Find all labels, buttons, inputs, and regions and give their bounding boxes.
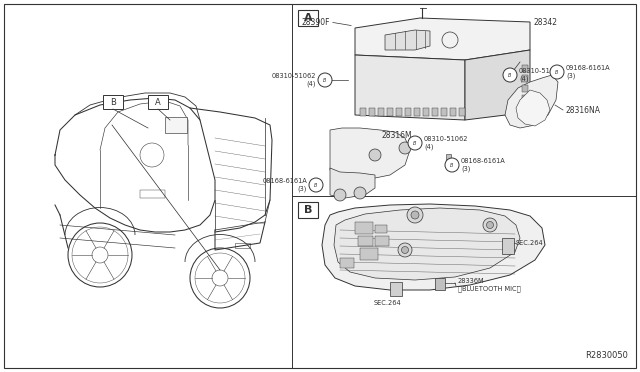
Text: R2830050: R2830050 bbox=[585, 351, 628, 360]
Bar bbox=[360, 108, 366, 116]
Bar bbox=[375, 225, 387, 233]
Text: B: B bbox=[451, 163, 454, 167]
Bar bbox=[522, 105, 528, 112]
Bar bbox=[375, 236, 389, 246]
Polygon shape bbox=[322, 204, 545, 290]
Polygon shape bbox=[355, 18, 530, 60]
Circle shape bbox=[398, 243, 412, 257]
Bar bbox=[148, 95, 168, 109]
Circle shape bbox=[334, 189, 346, 201]
Circle shape bbox=[354, 187, 366, 199]
Circle shape bbox=[445, 158, 459, 172]
Polygon shape bbox=[516, 90, 550, 126]
Circle shape bbox=[309, 178, 323, 192]
Text: 08310-51062
(4): 08310-51062 (4) bbox=[424, 136, 468, 150]
Text: 28342: 28342 bbox=[534, 17, 558, 26]
Bar bbox=[355, 222, 373, 234]
Text: B: B bbox=[413, 141, 417, 145]
Text: B: B bbox=[556, 70, 559, 74]
Bar bbox=[378, 108, 384, 116]
Bar bbox=[435, 278, 445, 290]
Circle shape bbox=[399, 142, 411, 154]
Polygon shape bbox=[355, 55, 465, 120]
Text: B: B bbox=[304, 205, 312, 215]
Polygon shape bbox=[330, 128, 410, 178]
Text: A: A bbox=[155, 97, 161, 106]
Polygon shape bbox=[505, 75, 558, 128]
Bar bbox=[423, 108, 429, 116]
Bar bbox=[140, 190, 165, 198]
Polygon shape bbox=[334, 208, 520, 280]
Text: 28336M
〈BLUETOOTH MIC〉: 28336M 〈BLUETOOTH MIC〉 bbox=[458, 278, 520, 292]
Text: B: B bbox=[314, 183, 317, 187]
Bar bbox=[432, 108, 438, 116]
Text: B: B bbox=[110, 97, 116, 106]
Circle shape bbox=[550, 65, 564, 79]
Circle shape bbox=[503, 68, 517, 82]
Bar bbox=[235, 243, 250, 248]
Polygon shape bbox=[330, 168, 375, 198]
Text: A: A bbox=[304, 13, 312, 23]
Text: 28316NA: 28316NA bbox=[565, 106, 600, 115]
Text: SEC.264: SEC.264 bbox=[516, 240, 544, 246]
Bar bbox=[522, 75, 528, 82]
Bar bbox=[387, 108, 393, 116]
Text: B: B bbox=[323, 77, 326, 83]
Circle shape bbox=[407, 207, 423, 223]
Bar bbox=[298, 202, 318, 218]
Bar bbox=[358, 236, 373, 246]
Bar bbox=[459, 108, 465, 116]
Bar bbox=[405, 108, 411, 116]
Circle shape bbox=[369, 149, 381, 161]
Bar bbox=[360, 248, 378, 260]
Bar bbox=[165, 117, 187, 133]
Text: SEC.264: SEC.264 bbox=[374, 300, 402, 306]
Bar bbox=[396, 108, 402, 116]
Polygon shape bbox=[465, 50, 530, 120]
Circle shape bbox=[318, 73, 332, 87]
Bar bbox=[414, 108, 420, 116]
Bar bbox=[298, 10, 318, 26]
Circle shape bbox=[408, 136, 422, 150]
Text: 08310-51062
(4): 08310-51062 (4) bbox=[519, 68, 563, 82]
Bar bbox=[390, 282, 402, 296]
Bar bbox=[446, 154, 451, 164]
Text: 28316M: 28316M bbox=[382, 131, 413, 140]
Bar bbox=[522, 95, 528, 102]
Circle shape bbox=[411, 211, 419, 219]
Bar bbox=[522, 85, 528, 92]
Bar bbox=[522, 65, 528, 72]
Circle shape bbox=[486, 221, 493, 228]
Text: 08168-6161A
(3): 08168-6161A (3) bbox=[262, 178, 307, 192]
Bar bbox=[450, 108, 456, 116]
Bar bbox=[340, 258, 354, 268]
Circle shape bbox=[483, 218, 497, 232]
Polygon shape bbox=[385, 30, 430, 50]
Bar bbox=[502, 238, 514, 254]
Bar bbox=[103, 95, 123, 109]
Circle shape bbox=[401, 247, 408, 253]
Bar bbox=[441, 108, 447, 116]
Text: 08310-51062
(4): 08310-51062 (4) bbox=[271, 73, 316, 87]
Bar bbox=[369, 108, 375, 116]
Text: 08168-6161A
(3): 08168-6161A (3) bbox=[461, 158, 506, 172]
Text: 09168-6161A
(3): 09168-6161A (3) bbox=[566, 65, 611, 79]
Text: B: B bbox=[508, 73, 512, 77]
Text: 28390F: 28390F bbox=[301, 17, 330, 26]
